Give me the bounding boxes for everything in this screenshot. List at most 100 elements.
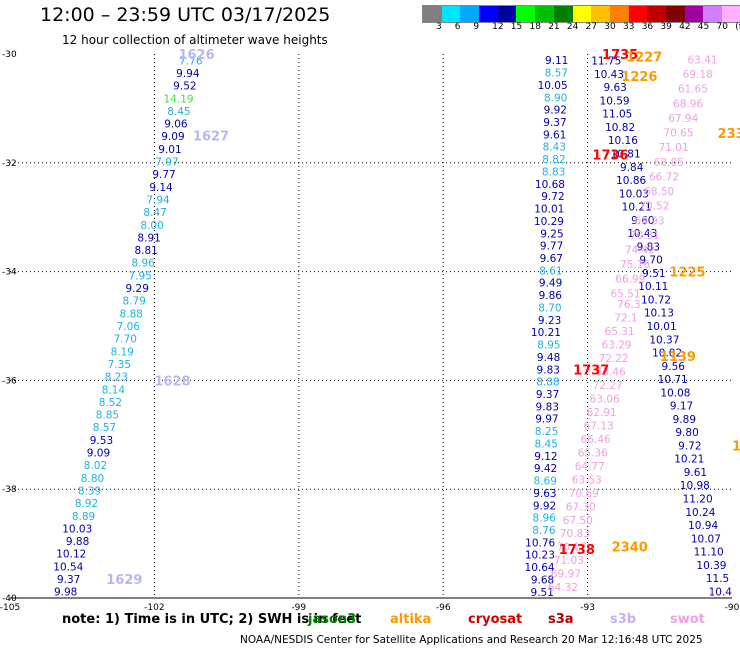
wave-height-value: 7.70	[114, 334, 137, 346]
color-scale-label: 18	[529, 22, 541, 32]
wave-height-value: 74.42	[625, 245, 655, 257]
color-swatch	[647, 6, 666, 22]
pass-time-label: 1139	[660, 350, 696, 365]
wave-height-value: 8.92	[75, 498, 98, 510]
wave-height-value: 8.79	[123, 296, 146, 308]
pass-time-label: 1627	[193, 130, 229, 145]
lon-tick-label: -99	[291, 603, 306, 613]
wave-height-value: 63.06	[590, 394, 620, 406]
wave-height-value: 8.69	[534, 476, 557, 488]
color-swatch	[591, 6, 610, 22]
wave-height-value: 9.83	[537, 364, 560, 376]
wave-height-value: 9.37	[543, 117, 566, 129]
wave-height-value: 9.77	[152, 169, 175, 181]
wave-height-value: 8.43	[543, 142, 566, 154]
wave-height-value: 10.03	[619, 188, 649, 200]
wave-height-value: 9.14	[149, 182, 173, 194]
pass-time-label: 12	[732, 440, 740, 455]
wave-height-value: 8.83	[542, 166, 565, 178]
wave-height-value: 66.46	[581, 434, 611, 446]
wave-height-value: 8.02	[84, 460, 107, 472]
wave-height-value: 8.00	[140, 220, 163, 232]
pass-time-label: 233	[718, 127, 740, 142]
wave-height-value: 9.37	[536, 389, 559, 401]
wave-height-value: 70.17	[557, 542, 587, 554]
color-scale-label: 36	[641, 22, 654, 32]
wave-height-value: 10.01	[647, 321, 677, 333]
wave-height-value: 69.97	[551, 569, 581, 581]
pass-time-label: 1629	[106, 573, 142, 588]
wave-height-value: 9.72	[541, 191, 564, 203]
wave-height-value: 10.72	[641, 294, 671, 306]
wave-height-value: 9.42	[534, 463, 557, 475]
credit-line: NOAA/NESDIS Center for Satellite Applica…	[240, 634, 703, 646]
wave-height-value: 61.65	[678, 84, 708, 96]
wave-height-value: 9.61	[543, 129, 566, 141]
wave-height-value: 9.53	[90, 435, 113, 447]
wave-height-value: 8.23	[105, 372, 128, 384]
color-scale-label: 21	[548, 22, 560, 32]
wave-height-value: 9.12	[534, 451, 557, 463]
color-swatch	[535, 6, 554, 22]
wave-height-value: 10.37	[649, 334, 679, 346]
wave-height-value: 10.64	[525, 562, 555, 574]
color-scale-label: 6	[454, 22, 461, 32]
wave-height-value: 8.91	[137, 232, 160, 244]
satellite-legend-item-jason3: jason3	[308, 612, 357, 627]
wave-height-value: 67.30	[566, 501, 596, 513]
map-subtitle: 12 hour collection of altimeter wave hei…	[62, 33, 328, 47]
wave-height-value: 10.07	[691, 533, 721, 545]
wave-height-value: 8.81	[134, 245, 157, 257]
wave-height-value: 10.4	[709, 586, 733, 598]
color-scale-label: 15	[510, 22, 523, 32]
pass-time-label: 1628	[154, 374, 190, 389]
wave-height-value: 70.31	[630, 230, 660, 242]
wave-height-value: 7.76	[179, 55, 203, 67]
wave-height-value: 8.96	[131, 258, 155, 270]
wave-height-value: 11.5	[706, 573, 729, 585]
lon-tick-label: -102	[144, 603, 164, 613]
wave-height-value: 10.21	[622, 202, 652, 214]
wave-height-value: 9.77	[540, 241, 563, 253]
footer-note: note: 1) Time is in UTC; 2) SWH is in fe…	[62, 612, 362, 627]
wave-height-value: 10.94	[688, 520, 718, 532]
wave-height-value: 8.89	[72, 511, 95, 523]
satellite-legend-item-altika: altika	[390, 612, 432, 627]
wave-height-value: 7.95	[128, 270, 151, 282]
wave-height-value: 75.16	[620, 259, 650, 271]
pass-time-label: 1226	[621, 70, 657, 85]
wave-height-value: 9.60	[631, 215, 654, 227]
wave-height-value: 7.35	[108, 359, 131, 371]
wave-height-value: 9.92	[533, 500, 556, 512]
wave-height-value: 9.29	[126, 283, 149, 295]
wave-height-value: 8.45	[535, 438, 558, 450]
wave-height-value: 9.67	[540, 253, 563, 265]
wave-height-value: 10.21	[531, 327, 561, 339]
satellite-legend-item-swot: swot	[670, 612, 705, 627]
wave-height-value: 10.43	[627, 228, 657, 240]
wave-height-value: 9.23	[538, 315, 561, 327]
color-swatch	[684, 6, 704, 22]
color-swatch	[441, 6, 461, 22]
wave-height-value: 10.21	[674, 454, 704, 466]
wave-height-value: 10.39	[696, 560, 726, 572]
wave-height-value: 9.51	[642, 268, 665, 280]
satellite-legend-item-cryosat: cryosat	[468, 612, 523, 627]
wave-height-value: 8.19	[111, 346, 134, 358]
color-swatch	[665, 6, 685, 22]
wave-height-value: 63.29	[602, 340, 632, 352]
pass-time-label: 1735	[602, 48, 638, 63]
wave-height-value: 9.70	[639, 255, 662, 267]
lat-tick-label: -32	[2, 159, 17, 169]
wave-height-value: 72.22	[599, 353, 629, 365]
wave-height-value: 68.93	[635, 215, 665, 227]
wave-height-value: 7.94	[146, 194, 170, 206]
pass-time-label: 1225	[669, 266, 705, 281]
wave-height-value: 10.01	[534, 204, 564, 216]
wave-height-value: 68.96	[673, 98, 703, 110]
wave-height-value: 10.59	[600, 95, 630, 107]
color-scale-label: 12	[492, 22, 504, 32]
color-swatch	[628, 6, 648, 22]
